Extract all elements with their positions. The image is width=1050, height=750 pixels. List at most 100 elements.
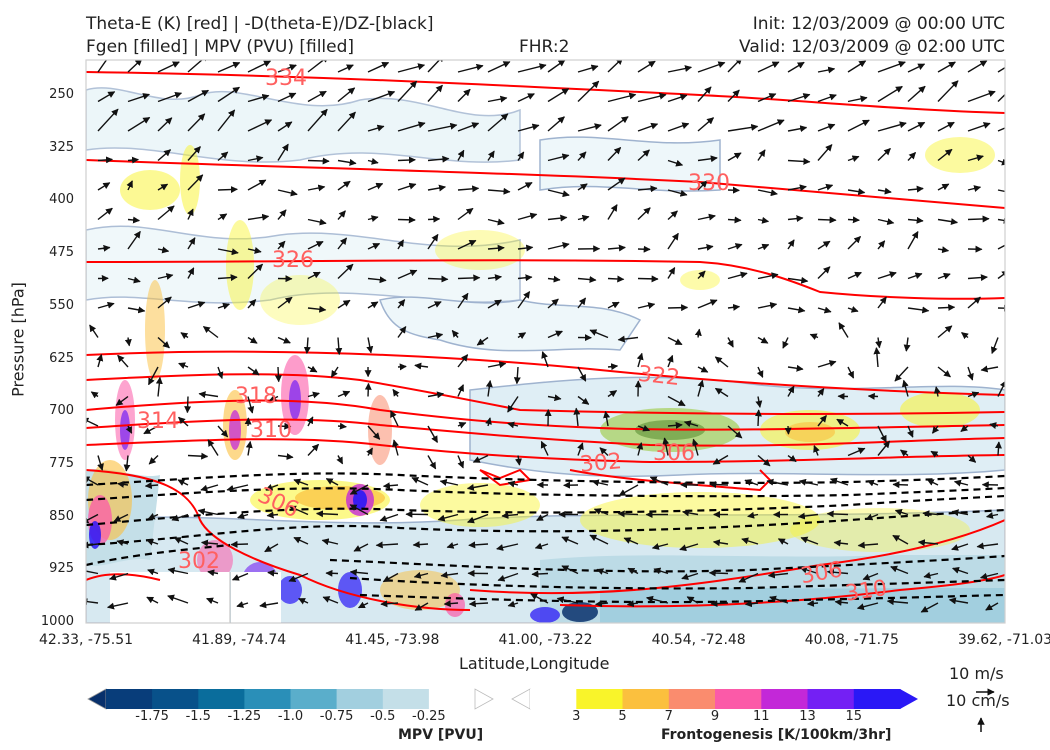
x-axis-label: Latitude,Longitude [459, 654, 610, 673]
wind-arrow [427, 84, 443, 102]
wind-arrow [561, 565, 579, 575]
fgen-colorbar-tick: 5 [618, 709, 627, 724]
wind-arrow [466, 483, 489, 491]
wind-arrow [667, 189, 688, 197]
wind-arrow [247, 396, 255, 414]
wind-reference-vertical: 10 cm/s [946, 691, 1010, 710]
wind-arrow [865, 513, 879, 521]
wind-arrow [847, 188, 866, 196]
wind-arrow [517, 291, 531, 309]
wind-arrow [330, 366, 339, 378]
wind-arrow [143, 425, 159, 435]
wind-arrow [288, 505, 309, 516]
wind-arrow [397, 269, 418, 280]
contour-label: 302 [178, 549, 220, 574]
wind-arrow [337, 299, 351, 309]
wind-arrow [427, 215, 441, 223]
wind-arrow [515, 455, 522, 466]
wind-arrow [666, 354, 674, 368]
wind-arrow [649, 476, 669, 486]
wind-arrow [937, 80, 959, 102]
wind-arrow [712, 454, 729, 465]
wind-arrow [997, 244, 1005, 250]
wind-arrow [277, 422, 292, 430]
x-tick-label: 42.33, -75.51 [38, 632, 134, 648]
wind-arrow [577, 297, 587, 309]
wind-arrow [937, 366, 951, 378]
wind-arrow [487, 361, 507, 369]
wind-arrow [667, 122, 690, 132]
wind-arrow [997, 189, 1005, 193]
wind-arrow [517, 332, 527, 340]
wind-arrow [637, 207, 651, 221]
wind-arrow [667, 304, 689, 312]
wind-arrow [937, 148, 953, 162]
wind-arrow [307, 443, 320, 456]
wind-arrow [157, 149, 172, 162]
fgen-colorbar-label: Frontogenesis [K/100km/3hr] [661, 727, 892, 743]
wind-arrow [123, 455, 131, 472]
wind-arrow [337, 237, 348, 250]
mpv-colorbar-extend [87, 688, 107, 710]
wind-arrow [757, 336, 769, 344]
wind-arrow [894, 366, 909, 382]
wind-arrow [967, 122, 991, 132]
wind-arrow [967, 366, 974, 381]
wind-arrow [446, 542, 459, 549]
wind-arrow [167, 567, 189, 575]
wind-arrow [547, 298, 559, 309]
wind-arrow [923, 571, 939, 579]
wind-arrow [547, 394, 562, 402]
wind-arrow [397, 216, 416, 224]
wind-arrow [157, 183, 169, 191]
wind-arrow [337, 422, 347, 430]
wind-arrow [197, 508, 219, 516]
y-tick-label: 925 [49, 561, 74, 577]
wind-arrow [833, 539, 849, 547]
wind-arrow [217, 86, 240, 103]
wind-arrow [961, 332, 969, 340]
wind-arrow [476, 336, 489, 346]
wind-arrow [367, 276, 387, 284]
wind-arrow [922, 510, 939, 518]
wind-arrow [427, 233, 439, 250]
wind-arrow [367, 215, 379, 222]
wind-arrow [397, 80, 418, 102]
x-tick-label: 40.08, -71.75 [804, 632, 899, 648]
wind-arrow [216, 366, 224, 380]
wind-arrow [757, 302, 778, 309]
wind-arrow [967, 391, 980, 398]
wind-arrow [171, 513, 189, 522]
contour-label: 326 [272, 248, 314, 273]
wind-arrow [813, 445, 820, 456]
wind-arrow [237, 512, 249, 520]
contour-label: 330 [688, 171, 730, 196]
wind-arrow [547, 153, 570, 162]
wind-arrow [817, 415, 827, 427]
wind-arrow [667, 65, 692, 73]
wind-arrow [457, 455, 464, 469]
contour-label: 310 [250, 418, 292, 443]
wind-arrow [157, 246, 170, 254]
theta-e-labels: 334 330 326 322 318 314 310 306 302 306 … [137, 66, 889, 607]
wind-arrow [337, 64, 354, 73]
wind-arrow [637, 302, 656, 309]
wind-arrow [349, 484, 369, 495]
wind-arrow [667, 93, 688, 103]
wind-arrow [96, 353, 104, 368]
wind-arrow [784, 425, 792, 435]
wind-arrow [637, 424, 651, 432]
fgen-colorbar-swatch [807, 689, 855, 709]
wind-arrow [985, 602, 999, 611]
wind-arrow [467, 513, 489, 524]
wind-arrow [264, 543, 279, 553]
wind-arrow [667, 336, 683, 346]
wind-arrow [247, 213, 270, 221]
wind-arrow [207, 569, 219, 577]
wind-arrow [547, 88, 570, 103]
wind-arrow [857, 541, 879, 549]
wind-arrow [836, 418, 849, 427]
wind-arrow [306, 416, 314, 427]
y-tick-label: 850 [49, 508, 74, 524]
wind-arrow [277, 453, 294, 461]
